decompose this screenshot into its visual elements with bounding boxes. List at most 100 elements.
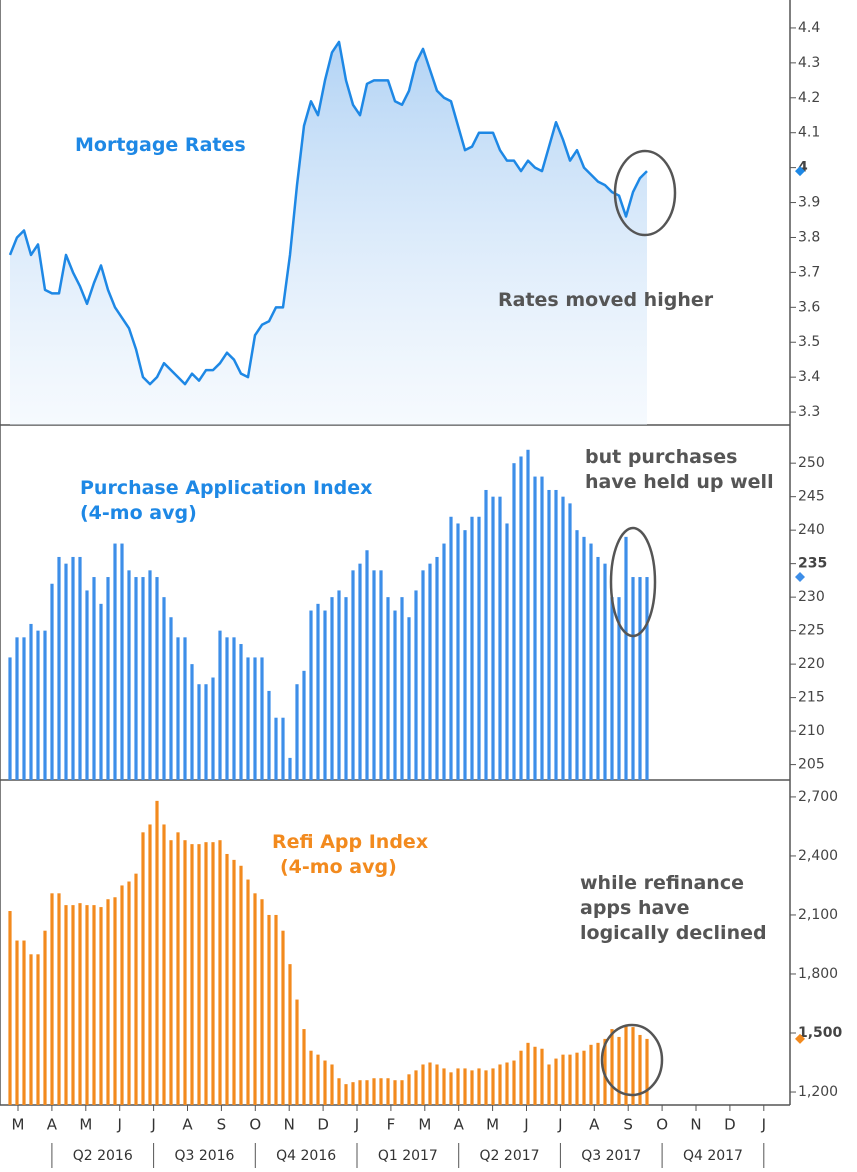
bar <box>15 637 19 780</box>
y-tick-label: 1,500 <box>798 1025 843 1041</box>
quarter-label: Q3 2016 <box>174 1148 234 1164</box>
annotation: Refi App Index (4-mo avg) <box>272 831 428 878</box>
bar <box>260 657 264 780</box>
bar <box>505 523 509 780</box>
bar <box>57 893 61 1105</box>
x-tick-label: S <box>623 1116 633 1134</box>
bar <box>554 1058 558 1105</box>
bar <box>400 1080 404 1105</box>
bar <box>316 1054 320 1105</box>
y-tick-label: 3.8 <box>798 229 820 245</box>
bar <box>638 1034 642 1105</box>
bar <box>428 563 432 780</box>
bar <box>253 657 257 780</box>
last-value-marker <box>795 166 805 177</box>
bar <box>288 757 292 780</box>
bar <box>281 717 285 780</box>
bar <box>323 1060 327 1105</box>
y-tick-label: 3.9 <box>798 195 820 211</box>
bar <box>428 1062 432 1105</box>
bar <box>351 570 355 780</box>
bar <box>498 1064 502 1105</box>
bar <box>463 530 467 780</box>
bar <box>589 1044 593 1105</box>
bar <box>85 905 89 1105</box>
bar <box>638 577 642 780</box>
bar <box>120 885 124 1105</box>
bar <box>596 556 600 780</box>
bar <box>113 897 117 1105</box>
bar <box>561 496 565 780</box>
x-tick-label: M <box>12 1116 25 1134</box>
bar <box>575 1052 579 1105</box>
y-tick-label: 3.5 <box>798 334 820 350</box>
bar <box>351 1082 355 1105</box>
bar <box>519 456 523 780</box>
bar <box>435 556 439 780</box>
bar <box>246 657 250 780</box>
bar <box>582 536 586 780</box>
bar <box>64 905 68 1105</box>
bar <box>582 1050 586 1105</box>
bar <box>337 590 341 780</box>
bar <box>624 536 628 780</box>
bar <box>239 865 243 1105</box>
bar <box>386 597 390 780</box>
bar <box>162 824 166 1105</box>
bar <box>414 590 418 780</box>
bar <box>393 1080 397 1105</box>
bar <box>365 550 369 780</box>
bar <box>29 623 33 780</box>
bar <box>218 840 222 1105</box>
bar <box>442 1068 446 1105</box>
bar <box>442 543 446 780</box>
bar <box>190 844 194 1105</box>
bar <box>379 1078 383 1105</box>
x-tick-label: J <box>761 1116 766 1134</box>
bar <box>365 1080 369 1105</box>
bar <box>22 940 26 1105</box>
bar <box>309 610 313 780</box>
bar <box>43 930 47 1105</box>
bar <box>197 844 201 1105</box>
annotation-line: apps have <box>580 897 690 919</box>
x-tick-label: J <box>354 1116 359 1134</box>
y-tick-label: 230 <box>798 589 825 605</box>
annotation-line: (4-mo avg) <box>80 502 197 524</box>
bar <box>302 1029 306 1105</box>
bar <box>379 570 383 780</box>
x-tick-label: J <box>116 1116 121 1134</box>
y-tick-label: 205 <box>798 757 825 773</box>
bar <box>134 577 138 780</box>
bar <box>113 543 117 780</box>
bar <box>29 954 33 1105</box>
annotation-line: but purchases <box>585 446 737 468</box>
annotation: but purchases have held up well <box>585 446 774 493</box>
y-tick-label: 2,700 <box>798 789 838 805</box>
y-tick-label: 220 <box>798 656 825 672</box>
x-tick-label: F <box>387 1116 396 1134</box>
bar <box>50 893 54 1105</box>
bar <box>71 905 75 1105</box>
y-tick-label: 3.4 <box>798 369 820 385</box>
bar <box>421 570 425 780</box>
last-value-marker <box>795 1033 805 1044</box>
bar <box>540 476 544 780</box>
y-tick-label: 3.3 <box>798 404 820 420</box>
x-tick-label: A <box>589 1116 600 1134</box>
bar <box>624 1025 628 1105</box>
x-tick-label: A <box>454 1116 465 1134</box>
bar <box>505 1062 509 1105</box>
annotation: Mortgage Rates <box>75 134 246 156</box>
bar <box>498 496 502 780</box>
bar <box>477 1068 481 1105</box>
annotation: Rates moved higher <box>498 289 714 311</box>
y-tick-label: 210 <box>798 723 825 739</box>
y-tick-label: 3.6 <box>798 299 820 315</box>
bar <box>617 1036 621 1105</box>
bar <box>148 570 152 780</box>
bar <box>288 964 292 1105</box>
bar <box>372 1078 376 1105</box>
y-tick-label: 240 <box>798 522 825 538</box>
bar <box>176 832 180 1105</box>
